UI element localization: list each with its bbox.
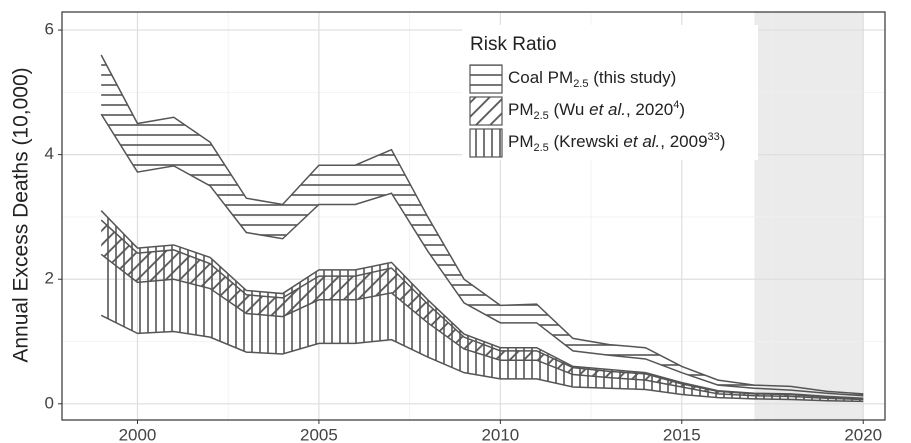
band-lower: [100, 253, 864, 401]
legend-label: Coal PM2.5 (this study): [508, 68, 676, 89]
legend-label-part: et al.: [623, 132, 660, 151]
x-tick-label: 2005: [300, 425, 338, 443]
y-tick-label: 0: [45, 393, 54, 412]
legend-label-part: (Wu: [549, 100, 589, 119]
legend-label-part: PM: [508, 100, 534, 119]
plot-border: [61, 11, 886, 421]
legend-label-part: 2.5: [573, 78, 588, 90]
legend-key: [469, 64, 503, 94]
legend-label-part: 4: [673, 99, 679, 111]
band-upper: [100, 219, 864, 400]
band-lower: [100, 113, 864, 397]
y-axis-label: Annual Excess Deaths (10,000): [10, 67, 33, 362]
x-tick-label: 2015: [663, 425, 701, 443]
legend-label-part: , 2009: [660, 132, 707, 151]
shaded-region: [754, 12, 864, 420]
legend-label-part: 2.5: [534, 110, 549, 122]
y-tick-label: 4: [45, 144, 54, 163]
legend-label-part: et al.: [589, 100, 626, 119]
legend-label: PM2.5 (Wu et al., 20204): [508, 99, 685, 122]
legend-key: [469, 96, 503, 126]
legend-label-part: (Krewski: [549, 132, 624, 151]
x-tick-label: 2010: [481, 425, 519, 443]
legend-label-part: ): [720, 132, 726, 151]
y-tick-label: 6: [45, 20, 54, 39]
legend-label-part: ): [679, 100, 685, 119]
legend-title: Risk Ratio: [470, 34, 557, 55]
legend-label-part: 33: [708, 131, 720, 143]
legend-key: [469, 128, 503, 158]
y-tick-label: 2: [45, 269, 54, 288]
legend-label-part: 2.5: [534, 142, 549, 154]
band: [101, 54, 864, 396]
legend-label-part: , 2020: [626, 100, 673, 119]
legend-label-part: Coal PM: [508, 68, 573, 87]
band: [101, 220, 864, 400]
x-tick-label: 2000: [119, 425, 157, 443]
legend-label-part: PM: [508, 132, 534, 151]
legend-box: [462, 25, 758, 160]
x-tick-label: 2020: [844, 425, 882, 443]
band-lower: [100, 314, 864, 403]
band-upper: [100, 54, 864, 395]
legend-label: PM2.5 (Krewski et al., 200933): [508, 131, 725, 154]
legend-label-part: (this study): [588, 68, 676, 87]
